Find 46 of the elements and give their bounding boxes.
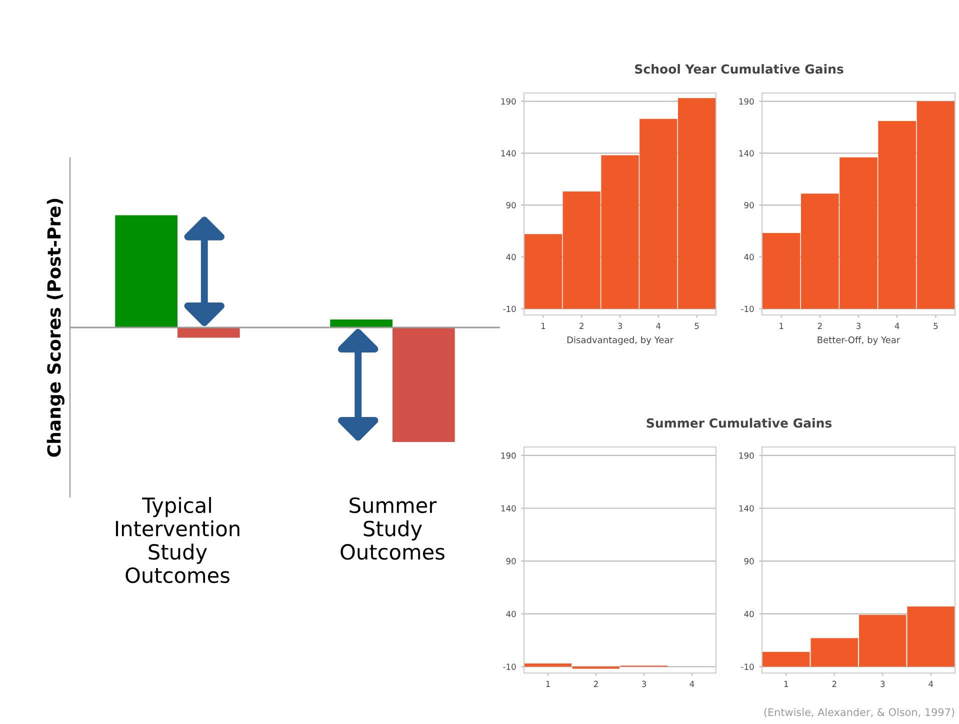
y-tick-label: 140: [739, 150, 754, 156]
x-tick-label: 1: [780, 322, 784, 329]
text: (Entwisle, Alexander, & Olson, 1997): [764, 708, 954, 718]
y-tick-label: -10: [741, 664, 754, 670]
x-tick-label: Summer Study Outcomes: [340, 497, 444, 560]
y-tick-label: 190: [739, 452, 754, 459]
x-tick-label: 1: [546, 680, 550, 687]
x-tick-label: 2: [580, 322, 584, 329]
x-tick-label: 4: [690, 680, 694, 687]
x-tick-label: Typical Intervention Study Outcomes: [116, 497, 240, 584]
x-tick-label: 2: [818, 322, 822, 329]
y-tick-label: -10: [503, 664, 516, 670]
x-tick-label: 3: [856, 322, 860, 330]
x-tick-label: 2: [832, 680, 836, 687]
x-tick-label: 1: [784, 680, 788, 687]
x-tick-label: 3: [642, 680, 646, 688]
y-tick-label: 40: [506, 610, 516, 618]
y-tick-label: 90: [744, 202, 754, 208]
x-tick-label: 4: [894, 322, 900, 329]
y-tick-label: 140: [739, 505, 754, 512]
y-tick-label: 190: [739, 98, 754, 105]
y-tick-label: 190: [501, 98, 516, 105]
y-axis-title: Change Scores (Post-Pre): [46, 198, 64, 457]
x-axis-title: Better-Off, by Year: [818, 336, 900, 345]
y-tick-label: 40: [744, 254, 754, 260]
x-tick-label: 2: [594, 680, 598, 687]
chart-title: Summer Cumulative Gains: [646, 418, 832, 428]
x-tick-label: 5: [694, 322, 699, 330]
y-tick-label: 140: [501, 505, 516, 512]
y-tick-label: 90: [506, 558, 516, 564]
y-tick-label: 90: [506, 202, 516, 208]
y-tick-label: -10: [503, 306, 516, 312]
y-tick-label: 40: [506, 254, 516, 260]
x-axis-title: Disadvantaged, by Year: [567, 336, 674, 345]
x-tick-label: 5: [934, 322, 938, 330]
y-tick-label: 40: [744, 610, 754, 618]
y-tick-label: -10: [741, 306, 754, 312]
x-tick-label: 3: [880, 680, 885, 688]
x-tick-label: 4: [928, 680, 934, 687]
x-tick-label: 1: [541, 322, 546, 329]
x-tick-label: 4: [656, 322, 661, 329]
y-tick-label: 90: [744, 558, 754, 564]
y-tick-label: 190: [501, 452, 516, 459]
x-tick-label: 3: [618, 322, 622, 330]
y-tick-label: 140: [501, 150, 516, 156]
chart-title: School Year Cumulative Gains: [635, 64, 844, 74]
